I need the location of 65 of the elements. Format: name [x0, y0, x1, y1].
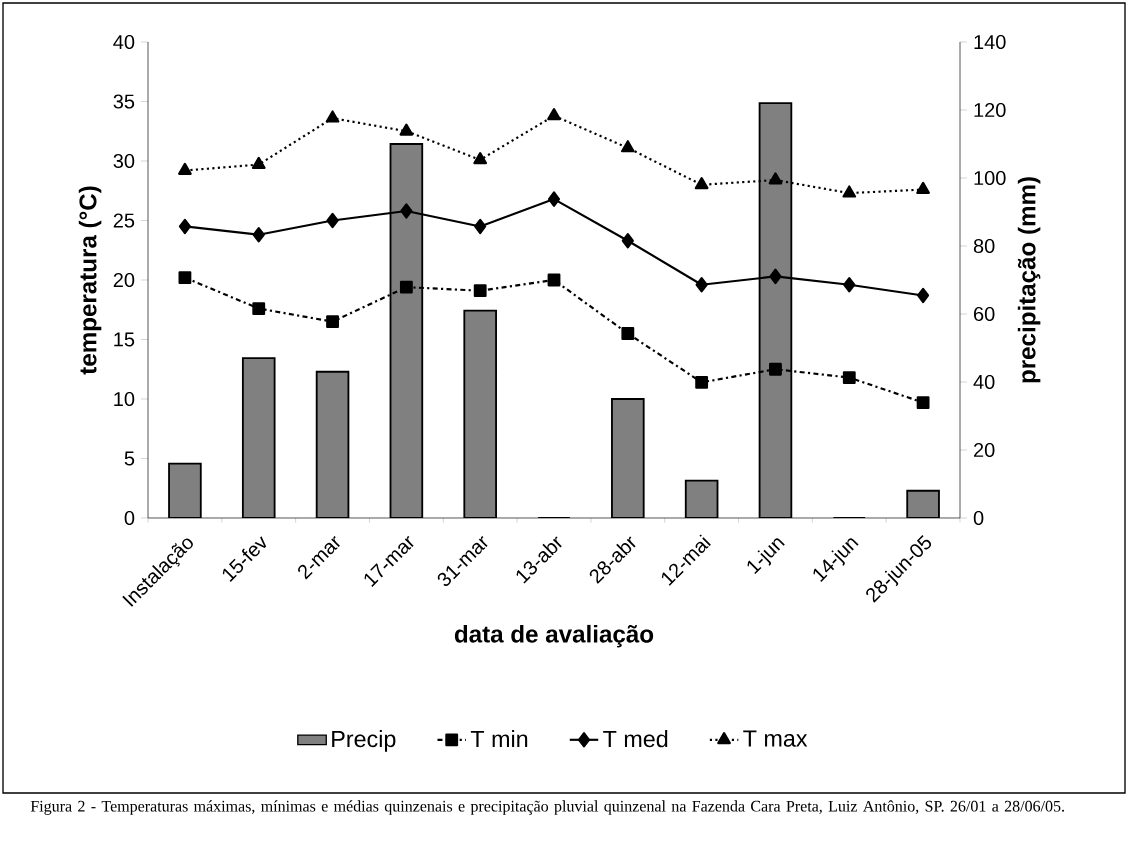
point — [326, 315, 339, 329]
y-tick-label: 20 — [113, 272, 135, 288]
point — [621, 327, 635, 340]
point — [178, 162, 192, 175]
point — [916, 396, 930, 409]
y2-tick-label: 0 — [973, 510, 984, 526]
point — [768, 172, 783, 185]
point — [178, 271, 192, 285]
y2-tick-label: 140 — [974, 34, 1006, 50]
point — [325, 110, 340, 123]
y-tick-label: 10 — [114, 391, 135, 407]
point — [326, 212, 339, 229]
point — [252, 227, 265, 243]
y2-tick-label: 20 — [974, 442, 995, 458]
y-tick-label: 0 — [124, 510, 135, 526]
point — [620, 140, 635, 153]
bar — [315, 370, 350, 518]
point — [769, 268, 782, 285]
point — [252, 302, 266, 315]
bar — [758, 102, 793, 518]
point — [842, 371, 856, 384]
point — [843, 277, 856, 293]
point — [769, 362, 782, 376]
point — [399, 123, 414, 136]
y-tick-label: 40 — [113, 34, 135, 50]
point — [917, 287, 930, 304]
y2-tick-label: 120 — [974, 102, 1006, 118]
bar — [611, 398, 645, 518]
legend-label: T max — [743, 730, 808, 747]
point — [473, 152, 488, 165]
point — [400, 203, 413, 219]
bar — [389, 143, 424, 518]
y2-tick-label: 80 — [973, 238, 995, 254]
point — [695, 277, 708, 293]
point — [474, 218, 487, 235]
legend-label: Precip — [332, 730, 396, 752]
legend-label: T med — [603, 730, 668, 748]
point — [695, 375, 709, 389]
y-tick-label: 5 — [124, 451, 135, 466]
x-axis-title: data de avaliação — [454, 624, 654, 648]
legend-label: T min — [470, 730, 528, 748]
y2-tick-label: 100 — [974, 170, 1006, 186]
y-tick-label: 25 — [113, 213, 135, 228]
point — [547, 273, 561, 287]
point — [621, 232, 634, 249]
point — [547, 191, 561, 207]
point — [178, 218, 192, 235]
bar — [168, 462, 202, 518]
y-axis-title: temperatura (°C) — [78, 186, 102, 375]
point — [842, 185, 857, 198]
point — [916, 181, 930, 194]
point — [694, 177, 709, 190]
y2-tick-label: 60 — [974, 306, 995, 322]
point — [251, 156, 266, 169]
text: Figura 2 - Temperaturas máximas, mínimas e médias quinzenais e precipitação pluvial quinzenal na Fazenda Cara Preta, Luiz Antônio, SP. 26/01 a 28/06/05. — [30, 800, 1064, 815]
y-tick-label: 30 — [113, 153, 135, 169]
bar — [241, 357, 276, 518]
point — [547, 108, 561, 121]
y-tick-label: 35 — [113, 94, 135, 109]
bar — [463, 309, 497, 518]
y2-tick-label: 40 — [973, 374, 995, 390]
point — [473, 284, 487, 298]
point — [399, 280, 413, 294]
y2-axis-title: precipitação (mm) — [1017, 177, 1041, 383]
y-tick-label: 15 — [114, 332, 135, 347]
